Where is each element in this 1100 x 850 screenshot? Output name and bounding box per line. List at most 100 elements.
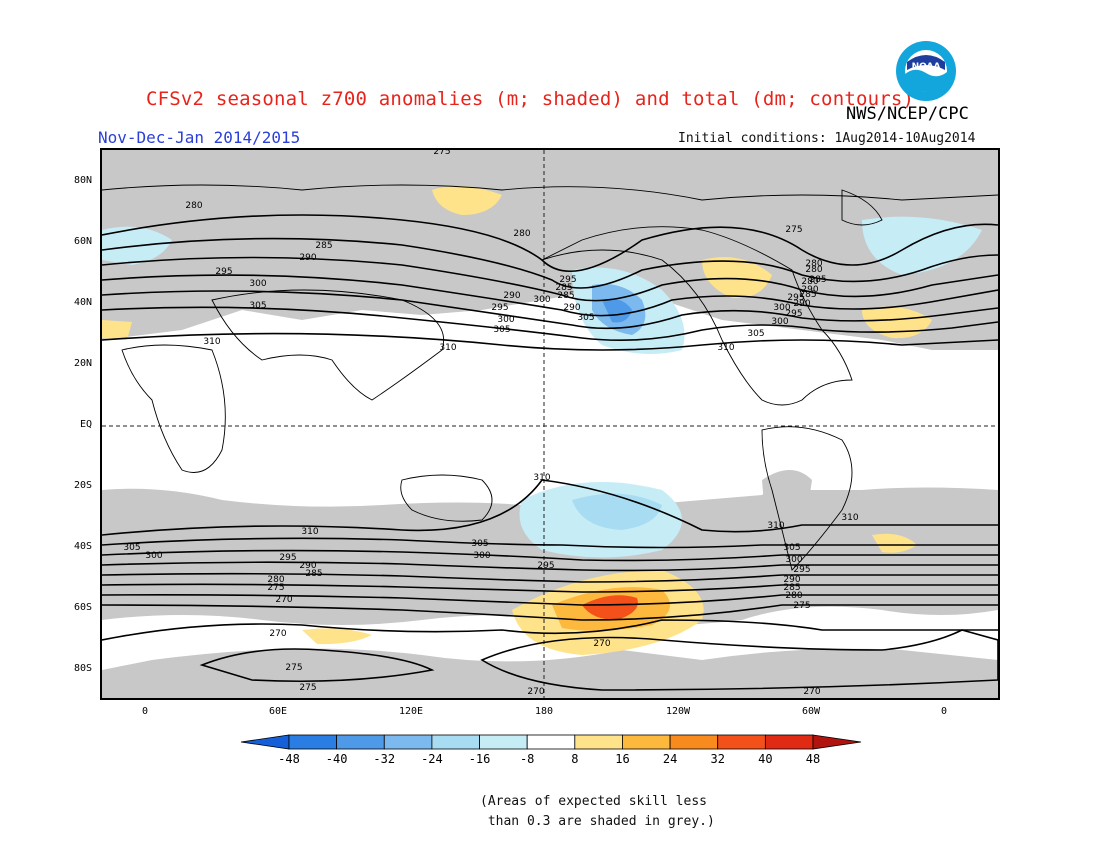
colorbar-swatch [669,734,719,750]
contour-label: 300 [145,551,162,561]
contour-label: 305 [783,543,800,553]
lat-label-eq: EQ [79,419,92,430]
lon-label-180: 180 [534,706,554,717]
contour-label: 280 [267,575,284,585]
colorbar-swatch [812,734,862,750]
contour-label: 270 [593,639,610,649]
contour-label: 305 [747,329,764,339]
height-contours [102,214,998,691]
contour-label: 300 [771,317,788,327]
lat-label-40n: 40N [73,297,92,308]
colorbar-swatch [288,734,338,750]
contour-label: 285 [809,275,826,285]
contour-label: 300 [785,555,802,565]
skill-note: (Areas of expected skill less than 0.3 a… [480,794,715,829]
contour-label: 270 [803,687,820,697]
lon-label-120e: 120E [398,706,424,717]
contour-label: 295 [491,303,508,313]
colorbar-tick-label: -32 [373,752,396,766]
colorbar-tick-label: 8 [571,752,579,766]
lat-label-40s: 40S [73,541,92,552]
contour-label: 275 [433,150,450,157]
contour-label: 280 [785,591,802,601]
contour-label: 295 [537,561,554,571]
contour-label: 295 [785,309,802,319]
contour-label: 300 [773,303,790,313]
colorbar-tick-label: 40 [758,752,773,766]
colorbar-tick-label: -48 [278,752,300,766]
agency-label: NWS/NCEP/CPC [846,104,969,124]
contour-label: 275 [299,683,316,693]
z700-anomaly-map: 275 280 280 275 280 285 290 295 300 305 … [100,148,1000,700]
colorbar-swatch [574,734,623,750]
contour-label: 290 [503,291,520,301]
contour-label: 280 [513,229,530,239]
contour-label: 305 [471,539,488,549]
contour-label: 285 [557,291,574,301]
contour-label: 290 [299,253,316,263]
colorbar-swatch [431,734,480,750]
contour-label: 300 [473,551,490,561]
contour-label: 270 [527,687,544,697]
contour-label: 310 [767,521,784,531]
contour-label: 300 [497,315,514,325]
colorbar-swatch [622,734,671,750]
contour-label: 280 [185,201,202,211]
map-title: CFSv2 seasonal z700 anomalies (m; shaded… [146,88,915,110]
contour-label: 295 [793,565,810,575]
contour-label: 270 [269,629,286,639]
contour-label: 305 [577,313,594,323]
contour-label: 275 [793,601,810,611]
svg-text:NOAA: NOAA [912,62,941,72]
contour-label: 300 [533,295,550,305]
contour-label: 285 [799,290,816,300]
contour-label: 310 [301,527,318,537]
contour-label: 295 [279,553,296,563]
colorbar-swatch-group [240,734,862,750]
contour-label: 280 [805,265,822,275]
season-label: Nov-Dec-Jan 2014/2015 [98,128,301,147]
noaa-logo: NOAA [896,41,956,101]
contour-label: 305 [123,543,140,553]
contour-label: 285 [555,283,572,293]
lon-label-60w: 60W [801,706,821,717]
colorbar-swatch [240,734,290,750]
contour-label: 280 [805,259,822,269]
colorbar-swatch [526,734,576,750]
contour-label: 305 [249,301,266,311]
contour-label: 270 [275,595,292,605]
contour-label: 290 [793,299,810,309]
colorbar-tick-label: -16 [468,752,491,766]
lat-label-60s: 60S [73,602,92,613]
colorbar-swatch [383,734,433,750]
colorbar-tick-label: -24 [421,752,443,766]
contour-label: 295 [559,275,576,285]
lon-label-60e: 60E [268,706,288,717]
lon-label-120w: 120W [665,706,691,717]
contour-label: 285 [783,583,800,593]
colorbar-tick-label: -8 [519,752,535,766]
contour-label: 295 [215,267,232,277]
contour-label: 285 [315,241,332,251]
colorbar-tick-label: -40 [325,752,348,766]
contour-label: 305 [493,325,510,335]
coastlines [102,184,998,571]
contour-label: 275 [285,663,302,673]
lat-label-80n: 80N [73,175,92,186]
contour-label: 290 [801,285,818,295]
colorbar-tick-label: 32 [710,752,725,766]
contour-label: 275 [785,225,802,235]
lat-label-60n: 60N [73,236,92,247]
contour-label: 310 [717,343,734,353]
contour-label: 310 [203,337,220,347]
graticule [102,150,998,698]
contour-label: 310 [841,513,858,523]
contour-label: 290 [783,575,800,585]
colorbar-swatch [336,734,385,750]
contour-label-layer: 275 280 280 275 280 285 290 295 300 305 … [123,150,858,697]
contour-label: 310 [439,343,456,353]
lat-label-80s: 80S [73,663,92,674]
anomaly-colorbar [240,734,862,750]
colorbar-swatch [764,734,814,750]
colorbar-swatch [479,734,528,750]
